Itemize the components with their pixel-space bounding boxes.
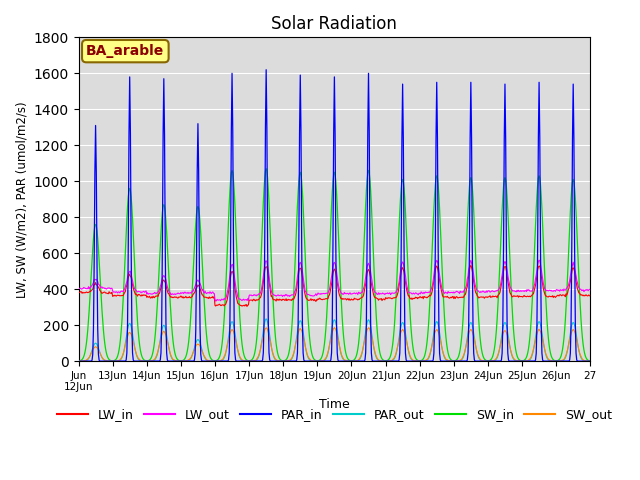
- Legend: LW_in, LW_out, PAR_in, PAR_out, SW_in, SW_out: LW_in, LW_out, PAR_in, PAR_out, SW_in, S…: [52, 403, 617, 426]
- X-axis label: Time: Time: [319, 398, 350, 411]
- Text: BA_arable: BA_arable: [86, 44, 164, 58]
- Y-axis label: LW, SW (W/m2), PAR (umol/m2/s): LW, SW (W/m2), PAR (umol/m2/s): [15, 101, 28, 298]
- Title: Solar Radiation: Solar Radiation: [271, 15, 397, 33]
